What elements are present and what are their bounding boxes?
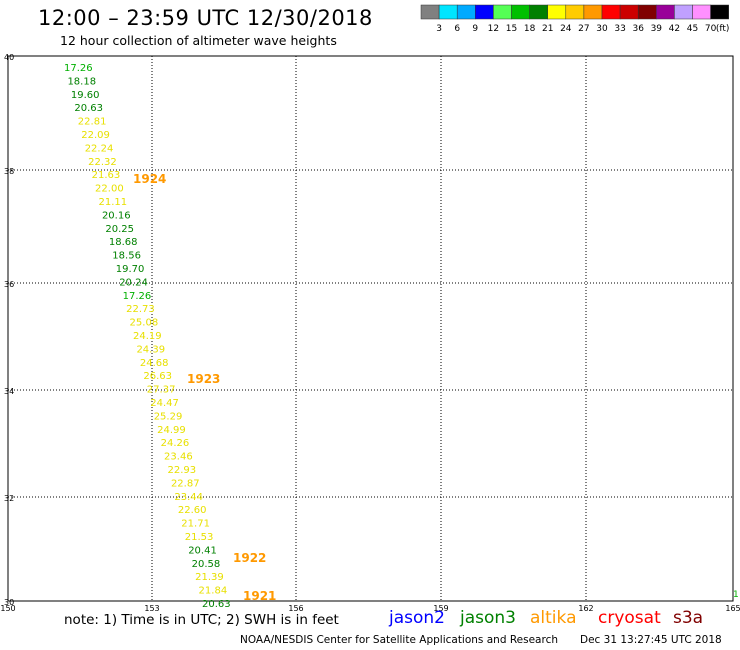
satellite-jason3-label: jason3 [460, 608, 516, 628]
lat-tick-label: 30 [4, 598, 14, 607]
footer-timestamp: Dec 31 13:27:45 UTC 2018 [580, 634, 722, 646]
wave-height-label: 24.99 [157, 425, 186, 436]
map-frame [7, 55, 734, 602]
scale-tick-label: 21 [542, 24, 553, 34]
color-scale-legend: 3 6 9 12 15 18 21 24 27 30 33 36 39 42 45 70 (ft) [420, 4, 730, 34]
wave-height-label: 20.25 [105, 224, 134, 235]
wave-height-label: 24.26 [161, 438, 190, 449]
scale-tick-label: 18 [524, 24, 536, 34]
map-title: 12:00 – 23:59 UTC 12/30/2018 [38, 6, 373, 30]
scale-tick-label: 12 [488, 24, 499, 34]
wave-height-label: 25.29 [154, 411, 183, 422]
lon-tick-label: 162 [578, 604, 593, 613]
wave-height-label: 26.63 [143, 371, 172, 382]
wave-height-label: 19.60 [71, 90, 100, 101]
wave-height-label: 21.39 [195, 572, 224, 583]
wave-height-label: 22.32 [88, 157, 117, 168]
wave-height-label: 18.56 [112, 251, 141, 262]
pass-time-label: 1923 [187, 372, 220, 386]
wave-height-label: 20.58 [192, 559, 221, 570]
wave-height-label: 21.71 [181, 519, 210, 530]
wave-height-label: 22.09 [81, 130, 110, 141]
map-subtitle: 12 hour collection of altimeter wave hei… [60, 33, 337, 48]
scale-tick-label: 15 [506, 24, 517, 34]
scale-tick-label: 27 [578, 24, 589, 34]
wave-height-label: 22.93 [168, 465, 197, 476]
wave-height-label: 22.00 [95, 184, 124, 195]
wave-height-label: 20.63 [202, 599, 231, 610]
wave-height-label: 21.63 [92, 170, 121, 181]
wave-height-label: 22.87 [171, 478, 200, 489]
scale-tick-label: 30 [596, 24, 608, 34]
wave-height-label: 19.70 [116, 264, 145, 275]
scale-tick-label: 9 [472, 24, 478, 34]
lat-tick-label: 40 [4, 53, 14, 62]
lon-tick-label: 159 [433, 604, 448, 613]
wave-height-label: 20.16 [102, 210, 131, 221]
lat-tick-label: 38 [4, 167, 14, 176]
lat-tick-label: 32 [4, 494, 14, 503]
wave-height-label: 24.47 [150, 398, 179, 409]
scale-tick-label: 70 [705, 24, 717, 34]
lat-tick-label: 34 [4, 387, 14, 396]
pass-time-label: 1922 [233, 551, 266, 565]
pass-time-label: 1921 [243, 589, 276, 603]
scale-tick-label: 24 [560, 24, 572, 34]
wave-height-label: 17.26 [64, 63, 93, 74]
wave-height-label: 24.39 [136, 344, 165, 355]
scale-tick-label: 45 [687, 24, 698, 34]
edge-marker-label: 1 [733, 590, 739, 600]
wave-height-label: 24.19 [133, 331, 162, 342]
footer-note: note: 1) Time is in UTC; 2) SWH is in fe… [64, 612, 339, 628]
wave-height-label: 22.81 [78, 117, 107, 128]
wave-height-label: 23.44 [174, 492, 203, 503]
lon-tick-label: 153 [144, 604, 159, 613]
wave-height-label: 22.60 [178, 505, 207, 516]
scale-tick-label: 36 [632, 24, 644, 34]
scale-tick-label: 33 [614, 24, 625, 34]
wave-height-label: 21.53 [185, 532, 214, 543]
wave-height-label: 18.68 [109, 237, 138, 248]
wave-height-label: 17.26 [123, 291, 152, 302]
wave-height-label: 18.18 [67, 76, 96, 87]
scale-unit-label: (ft) [716, 24, 730, 34]
lon-tick-label: 156 [288, 604, 303, 613]
lat-tick-label: 36 [4, 280, 14, 289]
footer-credit: NOAA/NESDIS Center for Satellite Applica… [240, 634, 558, 646]
satellite-s3a-label: s3a [673, 608, 704, 628]
wave-height-label: 21.11 [99, 197, 128, 208]
lon-tick-label: 150 [0, 604, 15, 613]
wave-height-label: 23.46 [164, 452, 193, 463]
scale-swatch [710, 4, 729, 20]
wave-height-label: 22.24 [85, 143, 114, 154]
scale-tick-label: 42 [669, 24, 680, 34]
scale-tick-label: 6 [454, 24, 460, 34]
wave-height-label: 20.41 [188, 545, 217, 556]
satellite-jason2-label: jason2 [389, 608, 445, 628]
wave-height-label: 25.08 [130, 318, 159, 329]
pass-time-label: 1924 [133, 172, 166, 186]
wave-height-label: 22.73 [126, 304, 155, 315]
wave-height-label: 27.37 [147, 385, 176, 396]
wave-height-label: 20.63 [74, 103, 103, 114]
scale-tick-label: 3 [436, 24, 442, 34]
wave-height-label: 20.24 [119, 277, 148, 288]
lon-tick-label: 165 [725, 604, 740, 613]
satellite-cryosat-label: cryosat [598, 608, 661, 628]
wave-height-label: 21.84 [199, 586, 228, 597]
wave-height-label: 24.68 [140, 358, 169, 369]
satellite-altika-label: altika [530, 608, 577, 628]
scale-tick-label: 39 [651, 24, 663, 34]
